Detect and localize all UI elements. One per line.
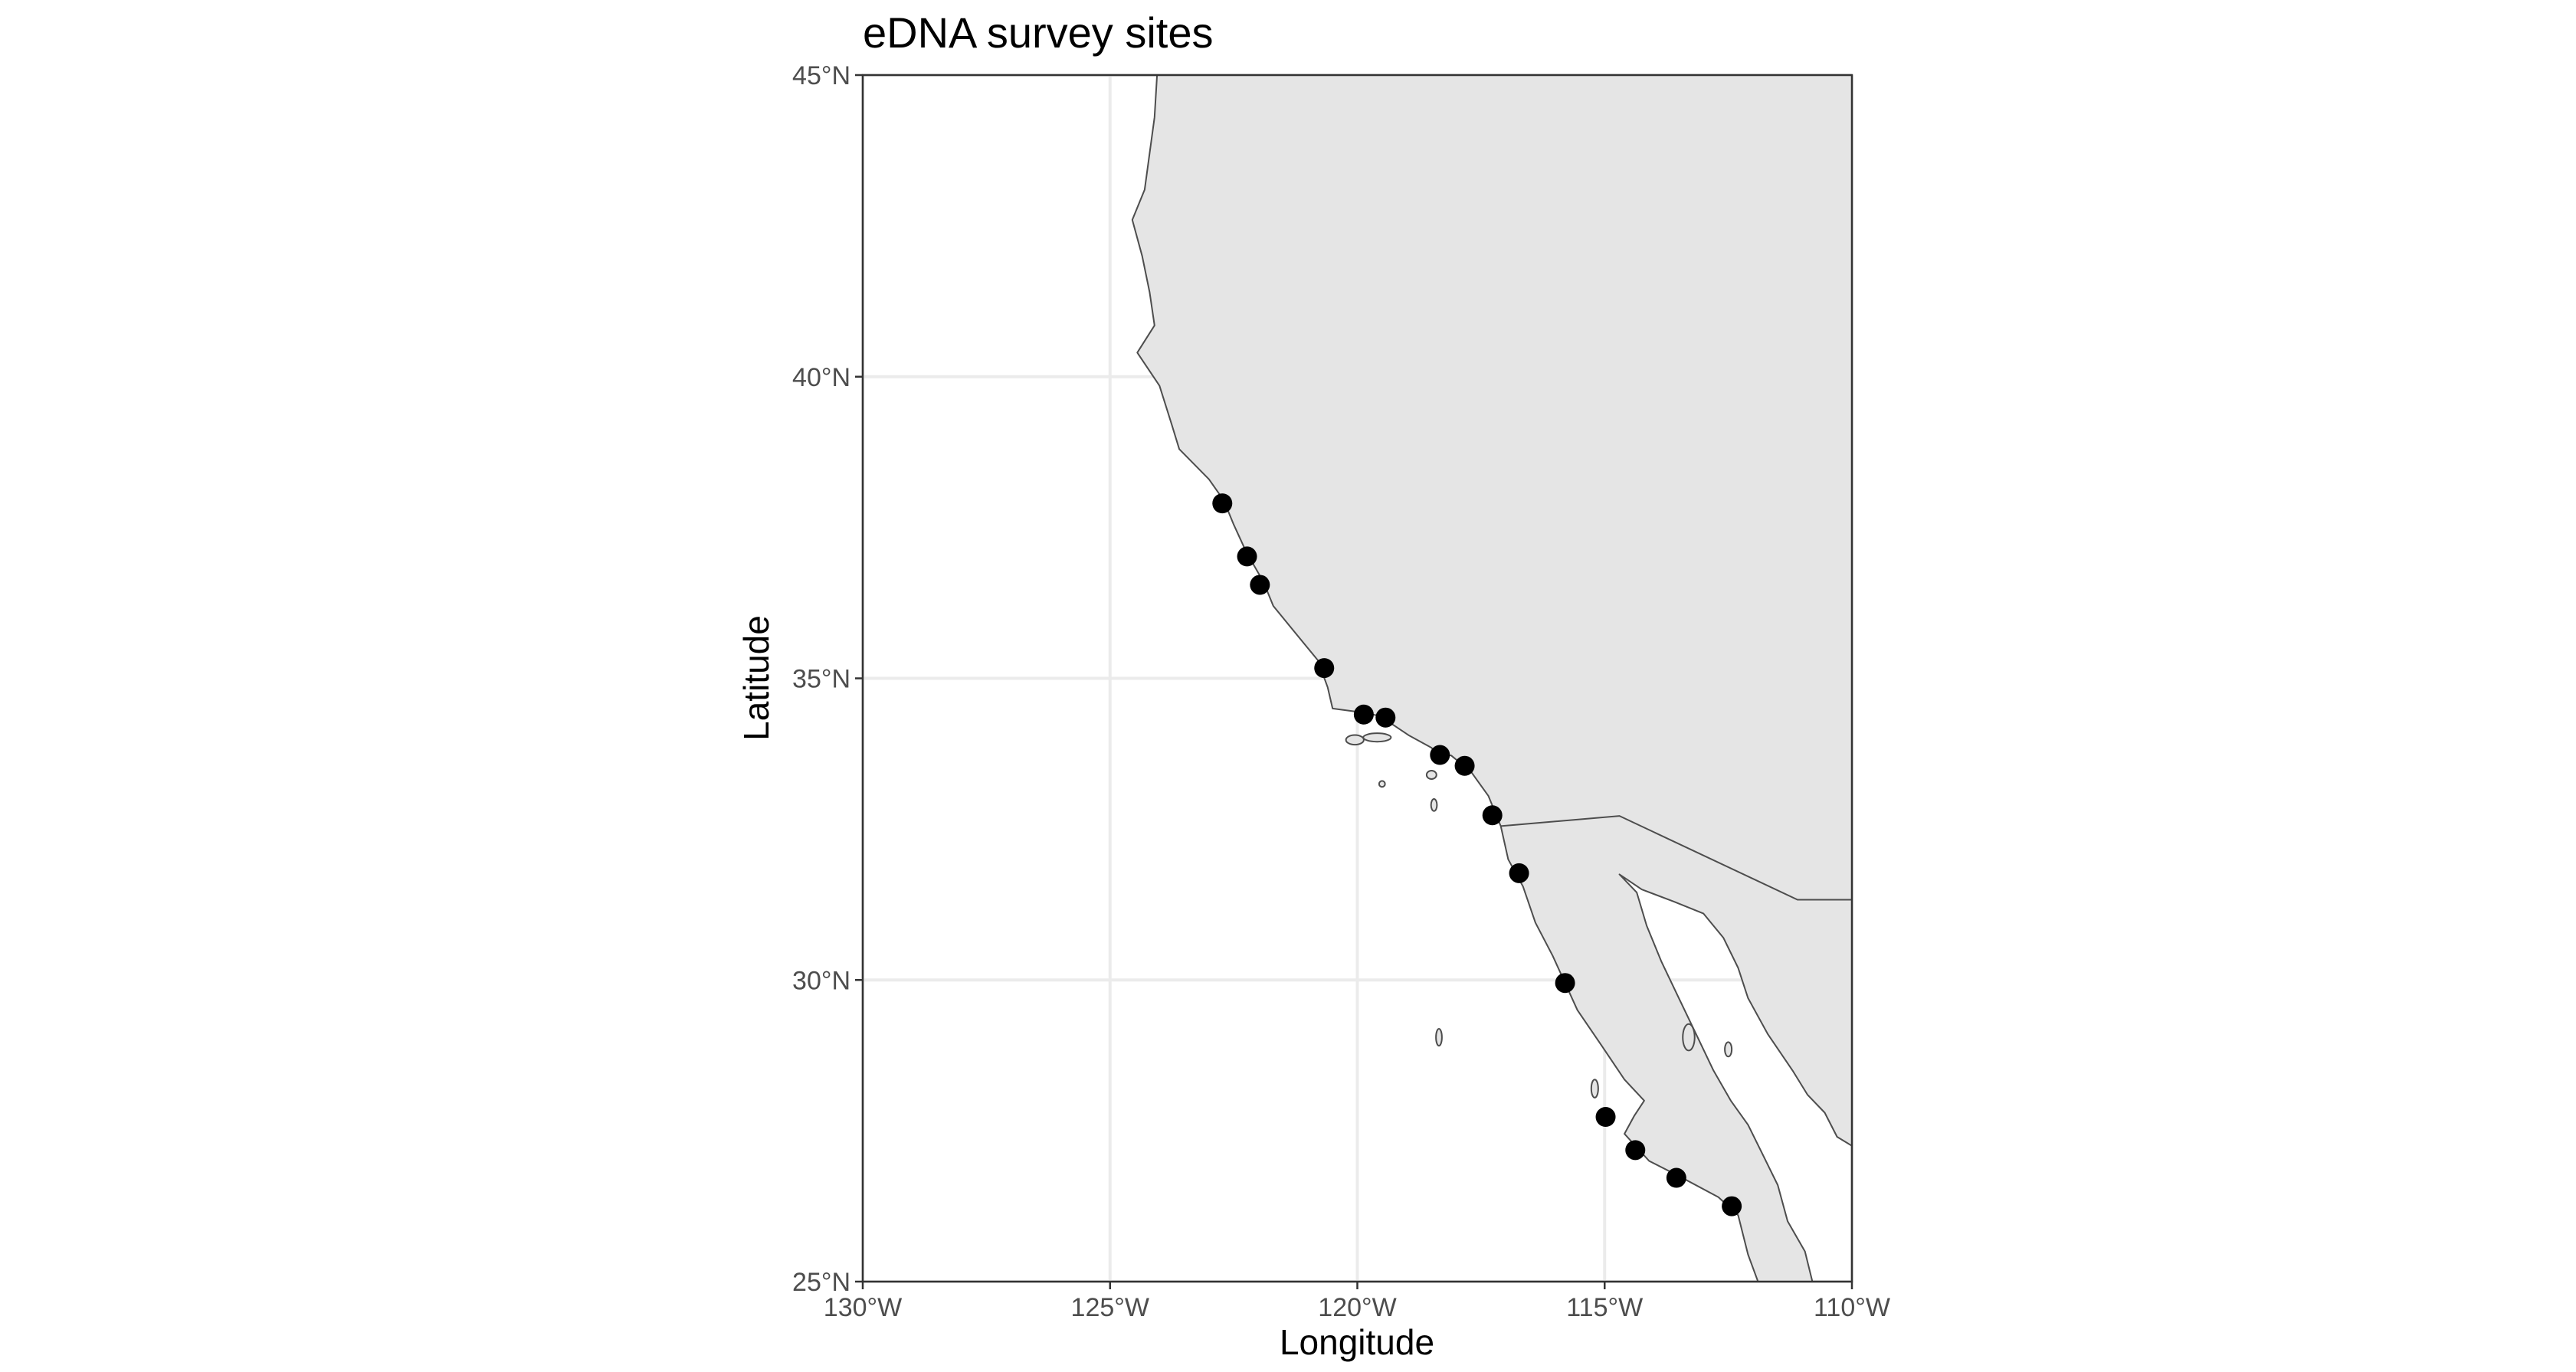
map-title: eDNA survey sites xyxy=(863,8,1214,57)
survey-site-point xyxy=(1509,863,1529,883)
y-tick-label: 45°N xyxy=(792,61,850,90)
survey-site-point xyxy=(1482,805,1503,826)
y-tick-label: 40°N xyxy=(792,363,850,392)
map-layers xyxy=(1131,75,1852,1282)
island xyxy=(1425,769,1437,781)
survey-site-point xyxy=(1666,1167,1686,1188)
x-axis: 130°W 125°W 120°W 115°W 110°W xyxy=(824,1282,1890,1322)
x-tick-label: 110°W xyxy=(1814,1293,1890,1322)
survey-site-point xyxy=(1314,658,1335,679)
survey-site-point xyxy=(1375,707,1396,728)
survey-site-point xyxy=(1722,1196,1742,1216)
x-tick-label: 125°W xyxy=(1071,1293,1149,1322)
island xyxy=(1430,798,1438,812)
island xyxy=(1724,1041,1733,1058)
survey-site-point xyxy=(1237,546,1257,567)
us-mexico-border xyxy=(1500,815,1852,901)
island xyxy=(1682,1023,1696,1052)
survey-site-point xyxy=(1212,493,1233,514)
island xyxy=(1590,1079,1599,1099)
islands xyxy=(1345,732,1733,1099)
survey-site-point xyxy=(1353,704,1374,725)
y-tick-label: 35°N xyxy=(792,665,850,694)
y-axis: 25°N 30°N 35°N 40°N 45°N xyxy=(792,61,863,1297)
survey-site-point xyxy=(1454,755,1475,776)
survey-site-point xyxy=(1555,973,1575,994)
x-tick-label: 120°W xyxy=(1318,1293,1396,1322)
island xyxy=(1378,780,1386,788)
y-tick-label: 30°N xyxy=(792,966,850,995)
y-axis-title: Latitude xyxy=(736,615,776,741)
survey-site-point xyxy=(1625,1140,1646,1161)
survey-site-point xyxy=(1430,745,1450,765)
y-tick-label: 25°N xyxy=(792,1268,850,1297)
island xyxy=(1435,1028,1443,1047)
survey-site-point xyxy=(1250,575,1270,595)
island xyxy=(1345,734,1365,746)
island xyxy=(1362,732,1392,743)
survey-site-point xyxy=(1595,1107,1616,1128)
x-tick-label: 130°W xyxy=(824,1293,902,1322)
survey-sites xyxy=(1212,493,1742,1216)
x-tick-label: 115°W xyxy=(1566,1293,1643,1322)
x-axis-title: Longitude xyxy=(1280,1322,1434,1362)
